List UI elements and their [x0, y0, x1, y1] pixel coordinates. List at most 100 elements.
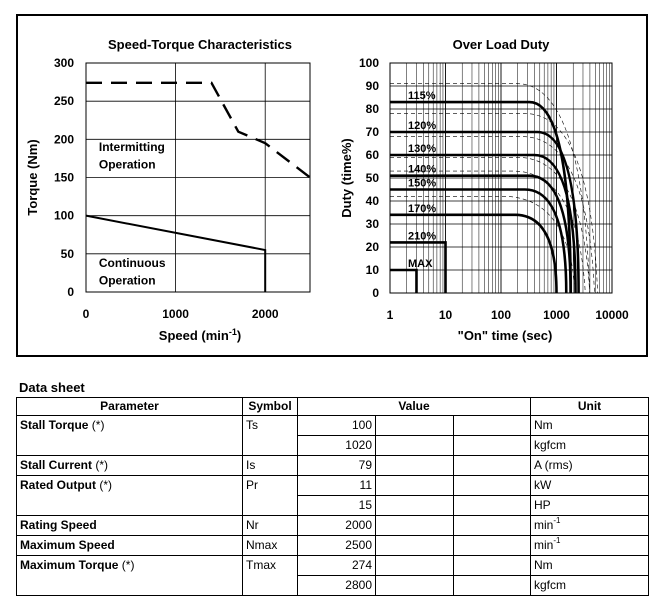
st-x-tick: 1000 [162, 307, 189, 321]
od-series-label: 120% [408, 120, 436, 132]
st-x-tick: 0 [83, 307, 90, 321]
header-symbol: Symbol [242, 397, 298, 416]
od-ylabel: Duty (time%) [339, 138, 354, 217]
st-y-tick: 150 [54, 171, 74, 185]
st-y-tick: 0 [67, 285, 74, 299]
value-cell-empty [453, 575, 531, 596]
od-y-tick: 70 [366, 125, 380, 139]
value-cell: 11 [297, 475, 376, 496]
od-series-label: 210% [408, 230, 436, 242]
datasheet-row: Stall Current (*) Is 79 A (rms) [16, 455, 649, 476]
st-y-tick: 250 [54, 94, 74, 108]
od-duty-curve [390, 100, 572, 294]
value-cell: 1020 [297, 435, 376, 456]
value-cell-empty [375, 555, 454, 576]
value-cell-empty [375, 415, 454, 436]
st-y-tick: 100 [54, 209, 74, 223]
od-duty-curve [390, 188, 568, 294]
od-y-tick: 0 [372, 286, 379, 300]
datasheet-row: Rating Speed Nr 2000 min-1 [16, 515, 649, 536]
od-duty-curve [390, 130, 580, 294]
value-cell: 2000 [297, 515, 376, 536]
value-cell: 15 [297, 495, 376, 516]
od-series-label: MAX [408, 258, 433, 270]
value-cell-empty [453, 495, 531, 516]
od-x-tick: 1 [387, 308, 394, 322]
value-cell-empty [453, 535, 531, 556]
od-series-label: 150% [408, 178, 436, 190]
value-cell-empty [453, 435, 531, 456]
od-duty-curve [390, 174, 572, 294]
value-cell-empty [375, 535, 454, 556]
datasheet-row: Maximum Torque (*) Tmax 274 Nm [16, 555, 649, 576]
od-plot-border [389, 62, 613, 294]
unit-cell: HP [530, 495, 649, 516]
od-y-tick: 20 [366, 240, 380, 254]
unit-cell: kgfcm [530, 435, 649, 456]
datasheet-row: Rated Output (*) Pr 11 kW [16, 475, 649, 496]
od-duty-curve [390, 153, 577, 294]
param-cell [16, 575, 243, 596]
symbol-cell [242, 575, 298, 596]
od-duty-curve [390, 213, 558, 294]
symbol-cell: Tmax [242, 555, 298, 576]
datasheet-row: 2800 kgfcm [16, 575, 649, 596]
od-y-tick: 30 [366, 217, 380, 231]
value-cell-empty [375, 515, 454, 536]
datasheet-row: 15 HP [16, 495, 649, 516]
st-annotation: Continuous [99, 256, 166, 270]
symbol-cell: Nr [242, 515, 298, 536]
st-y-tick: 200 [54, 132, 74, 146]
od-reference-curve [390, 157, 590, 294]
value-cell-empty [375, 495, 454, 516]
param-cell: Maximum Torque (*) [16, 555, 243, 576]
symbol-cell: Is [242, 455, 298, 476]
od-y-tick: 50 [366, 171, 380, 185]
unit-cell: Nm [530, 555, 649, 576]
unit-cell: min-1 [530, 535, 649, 556]
st-title: Speed-Torque Characteristics [108, 37, 292, 52]
st-continuous-line [85, 214, 267, 292]
symbol-cell [242, 495, 298, 516]
od-duty-curve [390, 241, 447, 293]
value-cell-empty [453, 475, 531, 496]
datasheet-row: Stall Torque (*) Ts 100 Nm [16, 415, 649, 436]
param-cell: Stall Torque (*) [16, 415, 243, 436]
charts-frame [16, 14, 648, 357]
value-cell-empty [453, 555, 531, 576]
unit-cell: kW [530, 475, 649, 496]
st-intermittent-line [86, 81, 311, 179]
od-x-tick: 10000 [595, 308, 629, 322]
od-series-label: 115% [408, 90, 436, 102]
value-cell-empty [453, 415, 531, 436]
od-x-tick: 10 [439, 308, 453, 322]
unit-cell: min-1 [530, 515, 649, 536]
param-cell [16, 435, 243, 456]
param-cell [16, 495, 243, 516]
st-xlabel: Speed (min-1) [159, 327, 241, 343]
value-cell: 100 [297, 415, 376, 436]
symbol-cell [242, 435, 298, 456]
od-reference-curve [390, 83, 590, 294]
header-unit: Unit [530, 397, 649, 416]
datasheet-table: Parameter Symbol Value Unit Stall Torque (*)… [16, 397, 649, 596]
st-y-tick: 300 [54, 56, 74, 70]
od-y-tick: 10 [366, 263, 380, 277]
value-cell-empty [375, 455, 454, 476]
param-cell: Rated Output (*) [16, 475, 243, 496]
od-reference-curve [390, 196, 576, 294]
unit-cell: kgfcm [530, 575, 649, 596]
value-cell-empty [375, 575, 454, 596]
symbol-cell: Ts [242, 415, 298, 436]
value-cell-empty [453, 455, 531, 476]
datasheet-row: Maximum Speed Nmax 2500 min-1 [16, 535, 649, 556]
value-cell-empty [375, 435, 454, 456]
od-title: Over Load Duty [453, 37, 551, 52]
value-cell: 2500 [297, 535, 376, 556]
datasheet-title: Data sheet [19, 380, 85, 395]
value-cell-empty [453, 515, 531, 536]
param-cell: Maximum Speed [16, 535, 243, 556]
od-y-tick: 90 [366, 79, 380, 93]
st-annotation: Operation [99, 274, 156, 288]
